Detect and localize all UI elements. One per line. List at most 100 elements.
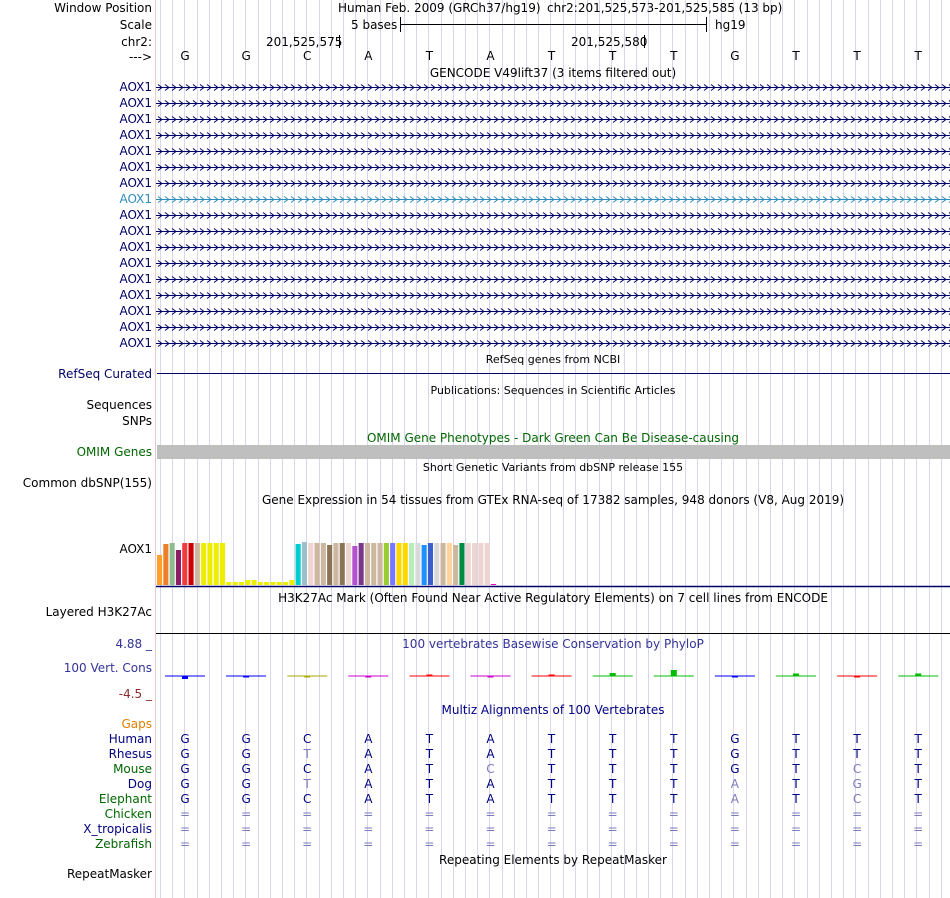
gtex-tissue-bar[interactable]: [314, 543, 320, 585]
gencode-transcript-label[interactable]: AOX1: [119, 112, 152, 126]
gencode-transcript-label[interactable]: AOX1: [119, 224, 152, 238]
species-label[interactable]: Dog: [127, 777, 152, 791]
gtex-tissue-bar[interactable]: [472, 543, 478, 585]
phylop-score-bar[interactable]: [670, 670, 677, 676]
gtex-tissue-bar[interactable]: [283, 582, 289, 585]
phylop-score-bar[interactable]: [731, 676, 738, 678]
gtex-tissue-bar[interactable]: [264, 582, 270, 585]
phylop-score-bar[interactable]: [365, 676, 372, 678]
gencode-transcript-label[interactable]: AOX1: [119, 256, 152, 270]
phylop-score-bar[interactable]: [182, 676, 188, 679]
gtex-tissue-bar[interactable]: [371, 543, 377, 585]
gtex-tissue-bar[interactable]: [276, 582, 282, 585]
gtex-tissue-bar[interactable]: [175, 550, 181, 585]
gtex-tissue-bar[interactable]: [194, 543, 200, 585]
gtex-tissue-bar[interactable]: [440, 543, 446, 585]
gtex-tissue-bar[interactable]: [383, 543, 389, 585]
species-label[interactable]: Chicken: [104, 807, 152, 821]
phylop-label[interactable]: 100 Vert. Cons: [63, 661, 152, 675]
gtex-tissue-bar[interactable]: [245, 580, 251, 585]
gencode-transcript-label[interactable]: AOX1: [119, 96, 152, 110]
gencode-transcript-feature[interactable]: [156, 148, 950, 155]
gencode-transcript-feature[interactable]: [156, 228, 950, 235]
gencode-transcript-label[interactable]: AOX1: [119, 320, 152, 334]
dbsnp-label[interactable]: Common dbSNP(155): [22, 476, 152, 490]
gencode-transcript-feature[interactable]: [156, 276, 950, 283]
gtex-tissue-bar[interactable]: [182, 543, 188, 585]
repeatmasker-label[interactable]: RepeatMasker: [66, 867, 152, 881]
gtex-tissue-bar[interactable]: [421, 545, 427, 585]
gtex-tissue-bar[interactable]: [232, 582, 238, 585]
gtex-tissue-bar[interactable]: [308, 543, 314, 585]
gencode-transcript-feature[interactable]: [156, 212, 950, 219]
gtex-tissue-bar[interactable]: [251, 580, 257, 585]
species-label[interactable]: Elephant: [98, 792, 152, 806]
gtex-tissue-bar[interactable]: [207, 543, 213, 585]
phylop-score-bar[interactable]: [609, 673, 616, 676]
refseq-label[interactable]: RefSeq Curated: [58, 367, 152, 381]
gtex-tissue-bar[interactable]: [415, 543, 421, 585]
gtex-tissue-bar[interactable]: [333, 543, 339, 585]
gtex-tissue-bar[interactable]: [220, 543, 226, 585]
gtex-tissue-bar[interactable]: [188, 543, 194, 585]
gencode-transcript-label[interactable]: AOX1: [119, 128, 152, 142]
gencode-transcript-label[interactable]: AOX1: [119, 160, 152, 174]
omim-title[interactable]: OMIM Gene Phenotypes - Dark Green Can Be…: [366, 431, 740, 445]
gencode-transcript-label[interactable]: AOX1: [119, 192, 152, 206]
gtex-tissue-bar[interactable]: [364, 543, 370, 585]
phylop-track[interactable]: [156, 650, 950, 700]
gtex-tissue-bar[interactable]: [490, 584, 496, 585]
publications-sequences-label[interactable]: Sequences: [86, 398, 152, 412]
gencode-transcript-label[interactable]: AOX1: [119, 176, 152, 190]
publications-snps-label[interactable]: SNPs: [122, 414, 152, 428]
phylop-score-bar[interactable]: [487, 676, 494, 678]
gencode-title[interactable]: GENCODE V49lift37 (3 items filtered out): [429, 66, 677, 80]
gencode-transcript-label[interactable]: AOX1: [119, 272, 152, 286]
omim-bar[interactable]: [157, 445, 950, 459]
gencode-transcript-label[interactable]: AOX1: [119, 240, 152, 254]
gencode-transcript-label[interactable]: AOX1: [119, 304, 152, 318]
gtex-tissue-bar[interactable]: [295, 544, 301, 585]
gtex-tissue-bar[interactable]: [339, 543, 345, 585]
gaps-label[interactable]: Gaps: [121, 717, 152, 731]
gtex-tissue-bar[interactable]: [301, 542, 307, 585]
gtex-tissue-bar[interactable]: [484, 543, 490, 585]
refseq-line[interactable]: [157, 373, 950, 374]
gencode-transcript-feature[interactable]: [156, 340, 950, 347]
gencode-transcript-label[interactable]: AOX1: [119, 144, 152, 158]
phylop-score-bar[interactable]: [243, 676, 250, 678]
gencode-transcript-feature[interactable]: [156, 308, 950, 315]
gtex-bar-chart[interactable]: [156, 505, 950, 589]
species-label[interactable]: X_tropicalis: [83, 822, 152, 836]
gencode-transcript-feature[interactable]: [156, 260, 950, 267]
gencode-transcript-label[interactable]: AOX1: [119, 288, 152, 302]
gencode-transcript-feature[interactable]: [156, 132, 950, 139]
repeatmasker-title[interactable]: Repeating Elements by RepeatMasker: [439, 853, 667, 867]
gencode-transcript-feature[interactable]: [156, 180, 950, 187]
gtex-tissue-bar[interactable]: [478, 543, 484, 585]
gtex-tissue-bar[interactable]: [226, 582, 232, 585]
gencode-transcript-feature[interactable]: [156, 196, 950, 203]
gencode-transcript-feature[interactable]: [156, 324, 950, 331]
phylop-title[interactable]: 100 vertebrates Basewise Conservation by…: [402, 637, 704, 651]
gtex-tissue-bar[interactable]: [238, 582, 244, 585]
phylop-score-bar[interactable]: [915, 673, 922, 677]
species-label[interactable]: Zebrafish: [95, 837, 152, 851]
gtex-tissue-bar[interactable]: [257, 582, 263, 585]
gtex-tissue-bar[interactable]: [270, 582, 276, 585]
gtex-tissue-bar[interactable]: [402, 543, 408, 585]
gtex-tissue-bar[interactable]: [396, 543, 402, 585]
phylop-score-bar[interactable]: [304, 676, 311, 678]
phylop-score-bar[interactable]: [548, 674, 555, 677]
gtex-tissue-bar[interactable]: [358, 543, 364, 585]
species-label[interactable]: Rhesus: [108, 747, 152, 761]
gtex-tissue-bar[interactable]: [465, 543, 471, 585]
dbsnp-title[interactable]: Short Genetic Variants from dbSNP releas…: [422, 461, 684, 474]
gtex-tissue-bar[interactable]: [352, 546, 358, 585]
gtex-tissue-bar[interactable]: [453, 545, 459, 585]
gtex-tissue-bar[interactable]: [213, 543, 219, 585]
h3k27ac-label[interactable]: Layered H3K27Ac: [45, 605, 152, 619]
gtex-tissue-bar[interactable]: [446, 543, 452, 585]
gtex-label[interactable]: AOX1: [119, 542, 152, 556]
gtex-tissue-bar[interactable]: [427, 543, 433, 585]
